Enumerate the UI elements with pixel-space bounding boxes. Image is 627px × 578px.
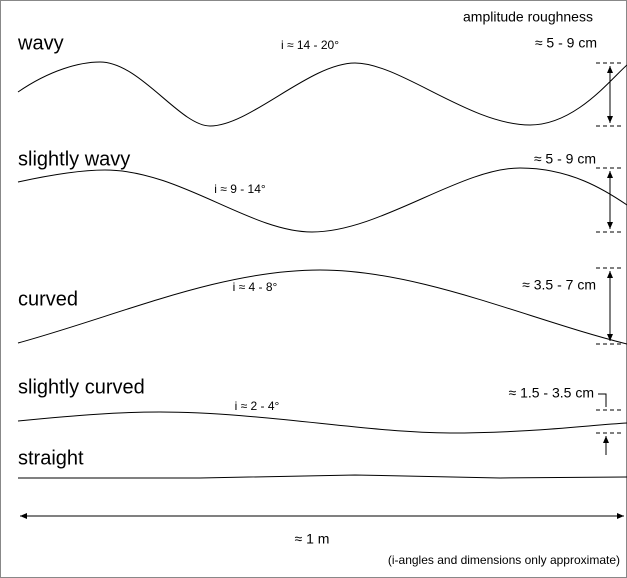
angle-label: i ≈ 4 - 8° <box>233 280 278 294</box>
profile-label: slightly wavy <box>18 148 130 170</box>
profile-label: straight <box>18 447 84 469</box>
amplitude-label: ≈ 1.5 - 3.5 cm <box>509 385 595 401</box>
profile-curve <box>18 474 627 479</box>
amplitude-label: ≈ 3.5 - 7 cm <box>522 277 596 293</box>
amplitude-label: ≈ 5 - 9 cm <box>534 151 596 167</box>
amplitude-label: ≈ 5 - 9 cm <box>535 35 597 51</box>
profile-curve <box>17 61 627 127</box>
angle-label: i ≈ 9 - 14° <box>214 182 266 196</box>
profile-label: slightly curved <box>18 376 145 398</box>
profile-label: wavy <box>17 32 64 54</box>
dim-leader <box>598 393 607 407</box>
header: amplitude roughness <box>463 9 593 25</box>
angle-label: i ≈ 14 - 20° <box>281 38 339 52</box>
profile-label: curved <box>18 288 78 310</box>
angle-label: i ≈ 2 - 4° <box>235 399 280 413</box>
profile-curve <box>17 411 627 434</box>
profile-curve <box>17 269 627 345</box>
note: (i-angles and dimensions only approximat… <box>388 553 620 567</box>
profile-curve <box>17 167 627 233</box>
scale-label: ≈ 1 m <box>295 531 330 547</box>
